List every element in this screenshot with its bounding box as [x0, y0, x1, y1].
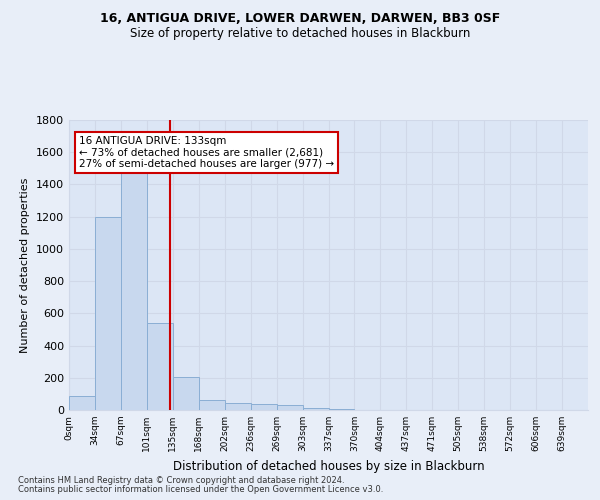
Bar	[329, 408, 355, 410]
Bar	[147, 323, 173, 410]
Text: Contains public sector information licensed under the Open Government Licence v3: Contains public sector information licen…	[18, 485, 383, 494]
Bar	[225, 403, 251, 410]
Text: 16 ANTIGUA DRIVE: 133sqm
← 73% of detached houses are smaller (2,681)
27% of sem: 16 ANTIGUA DRIVE: 133sqm ← 73% of detach…	[79, 136, 334, 170]
Text: 16, ANTIGUA DRIVE, LOWER DARWEN, DARWEN, BB3 0SF: 16, ANTIGUA DRIVE, LOWER DARWEN, DARWEN,…	[100, 12, 500, 26]
Bar	[277, 406, 302, 410]
Bar	[121, 173, 147, 410]
X-axis label: Distribution of detached houses by size in Blackburn: Distribution of detached houses by size …	[173, 460, 484, 472]
Bar	[173, 377, 199, 410]
Bar	[302, 408, 329, 410]
Bar	[199, 400, 224, 410]
Text: Contains HM Land Registry data © Crown copyright and database right 2024.: Contains HM Land Registry data © Crown c…	[18, 476, 344, 485]
Bar	[95, 216, 121, 410]
Y-axis label: Number of detached properties: Number of detached properties	[20, 178, 31, 352]
Bar	[69, 396, 95, 410]
Text: Size of property relative to detached houses in Blackburn: Size of property relative to detached ho…	[130, 28, 470, 40]
Bar	[251, 404, 277, 410]
